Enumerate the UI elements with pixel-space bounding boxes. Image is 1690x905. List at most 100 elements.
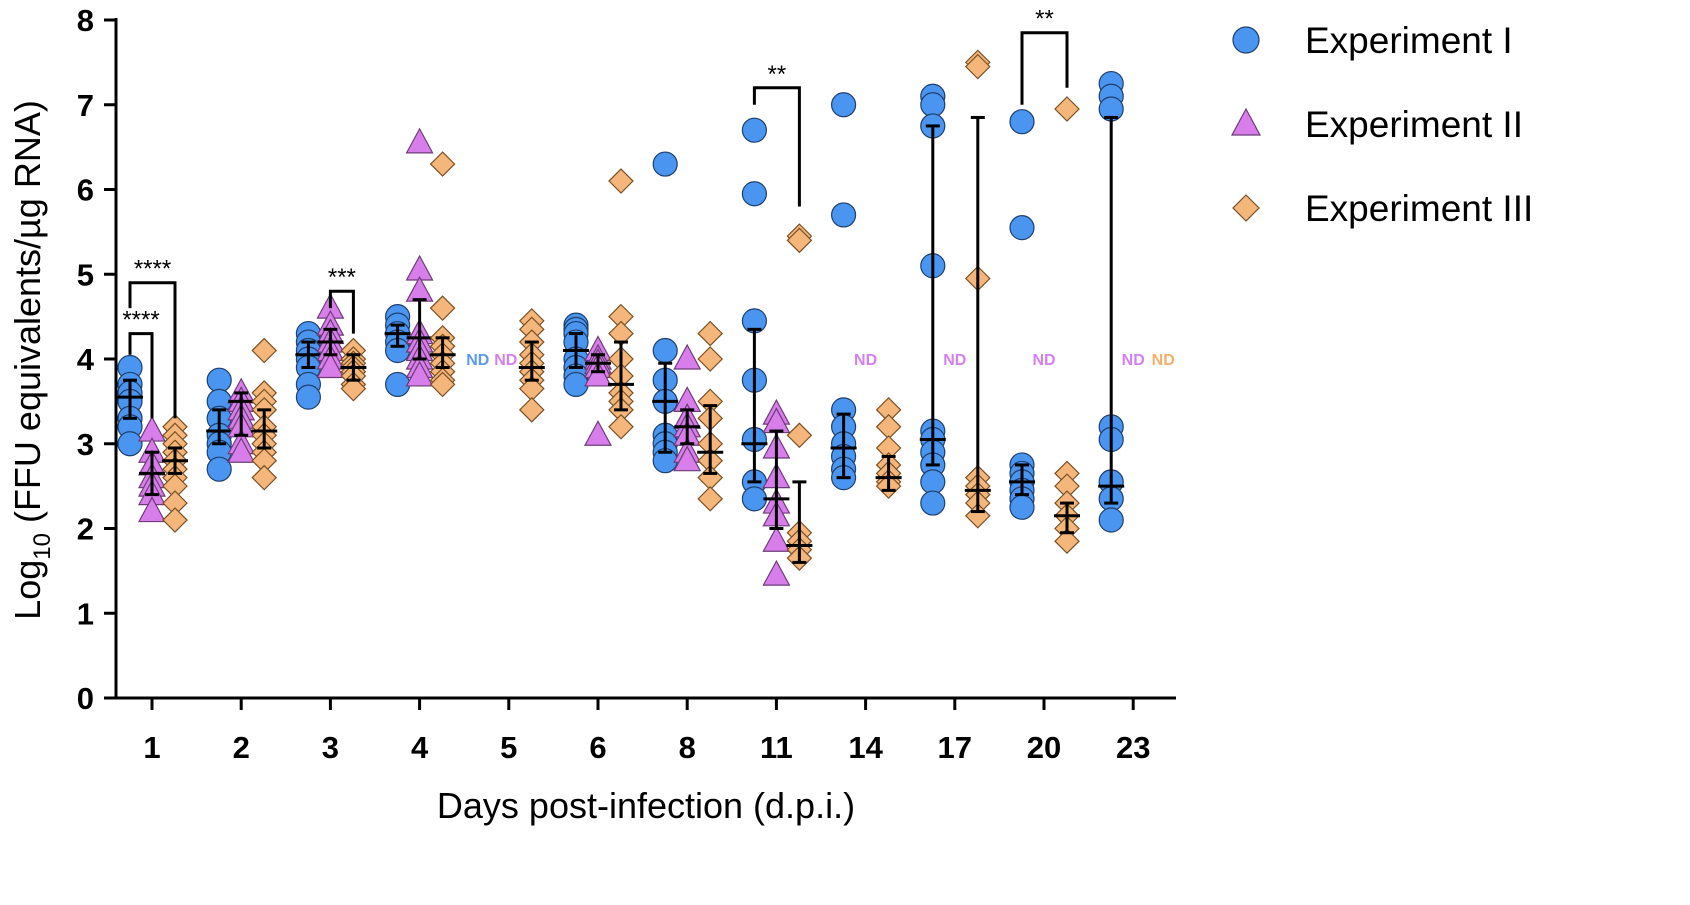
data-point (697, 485, 724, 512)
legend-label: Experiment II (1305, 104, 1523, 145)
y-tick-label: 4 (77, 342, 95, 377)
data-point (920, 92, 946, 118)
data-point (697, 320, 724, 347)
data-point (762, 525, 791, 552)
data-point (652, 337, 678, 364)
data-point (251, 337, 278, 364)
data-point (429, 371, 456, 398)
data-point (385, 371, 411, 398)
not-detected-label: ND (494, 352, 517, 369)
y-tick-label: 2 (77, 512, 94, 547)
data-point (786, 227, 813, 254)
data-point (1098, 507, 1124, 533)
data-point (206, 456, 232, 482)
data-point (405, 360, 434, 387)
data-point (920, 469, 946, 495)
x-tick-label: 1 (143, 730, 160, 765)
y-tick-label: 6 (77, 173, 94, 208)
not-detected-label: ND (1152, 352, 1175, 369)
data-point (583, 360, 613, 387)
data-point (1009, 109, 1035, 135)
significance-bracket (752, 86, 801, 207)
data-point (162, 507, 188, 533)
x-tick-label: 6 (589, 730, 606, 765)
data-point (608, 168, 634, 194)
x-tick-label: 2 (233, 730, 250, 765)
significance-label: **** (134, 256, 171, 283)
data-point (251, 464, 278, 491)
data-point (786, 422, 813, 449)
series-1: ND (117, 70, 1125, 533)
data-point (1009, 494, 1035, 520)
y-tick-label: 1 (77, 596, 94, 631)
data-point (697, 346, 724, 372)
data-point (137, 496, 167, 523)
legend-marker-circle (1232, 26, 1260, 54)
not-detected-label: ND (1122, 352, 1145, 369)
data-point (316, 352, 345, 379)
data-point (206, 367, 232, 393)
data-point (741, 117, 768, 143)
significance-label: ** (1035, 6, 1054, 33)
y-tick-label: 0 (77, 681, 94, 716)
significance-bracket (128, 281, 177, 419)
not-detected-label: ND (1032, 352, 1055, 369)
data-point (429, 151, 456, 177)
series-2: ND ND ND ND ND (137, 127, 1145, 586)
significance-bracket (128, 332, 154, 419)
data-point (741, 486, 768, 512)
y-tick-label: 8 (77, 3, 94, 38)
x-tick-label: 20 (1027, 730, 1061, 765)
data-point (830, 92, 857, 118)
data-marks: ND ND ND ND ND ND ND (117, 49, 1175, 586)
x-tick-label: 5 (500, 730, 517, 765)
significance-annotations: ******** ******* (122, 6, 1069, 419)
legend: Experiment I Experiment II Experiment III (1230, 20, 1533, 229)
data-point (405, 127, 434, 154)
x-axis-label: Days post-infection (d.p.i.) (437, 785, 855, 826)
data-point (583, 420, 613, 446)
data-point (227, 436, 256, 463)
data-point (117, 431, 143, 457)
x-tick-label: 4 (411, 730, 429, 765)
legend-marker-diamond (1232, 194, 1260, 222)
x-tick-label: 23 (1116, 730, 1150, 765)
y-tick-label: 7 (77, 88, 94, 123)
data-point (608, 413, 634, 440)
y-tick-label: 3 (77, 427, 94, 462)
data-point (295, 384, 321, 410)
significance-bracket (1020, 31, 1069, 105)
data-point (563, 371, 589, 398)
data-point (1054, 528, 1080, 555)
data-point (652, 151, 678, 177)
x-tick-label: 8 (679, 730, 696, 765)
not-detected-label: ND (466, 352, 489, 369)
data-point (920, 490, 946, 516)
x-tick-label: 11 (760, 730, 793, 765)
legend-label: Experiment III (1305, 188, 1533, 229)
data-point (830, 202, 857, 228)
data-point (405, 275, 434, 302)
significance-label: **** (122, 307, 159, 334)
not-detected-label: ND (854, 352, 877, 369)
data-point (964, 502, 991, 529)
x-tick-label: 17 (938, 730, 972, 765)
not-detected-label: ND (943, 352, 966, 369)
x-tick-label: 3 (322, 730, 339, 765)
data-point (340, 375, 367, 402)
data-point (429, 295, 456, 321)
data-point (673, 445, 702, 472)
data-point (762, 559, 791, 586)
data-point (964, 53, 991, 80)
y-tick-label: 5 (77, 257, 94, 292)
y-axis-label: Log10 (FFU equivalents/µg RNA) (7, 100, 56, 620)
significance-bracket (328, 289, 355, 334)
legend-marker-triangle (1230, 107, 1262, 136)
significance-label: ** (768, 61, 787, 88)
series-3: ND (162, 49, 1175, 572)
data-point (741, 181, 768, 207)
x-tick-label: 14 (848, 730, 883, 765)
data-point (1054, 96, 1080, 122)
